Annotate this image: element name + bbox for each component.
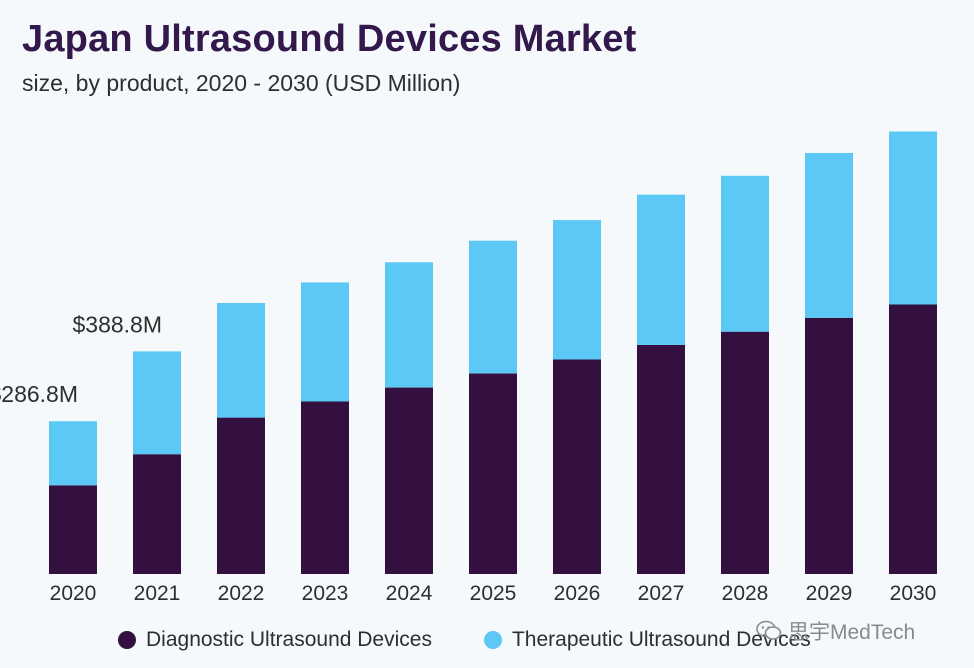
chart-subtitle: size, by product, 2020 - 2030 (USD Milli… (22, 70, 461, 96)
data-label-2020: $286.8M (0, 381, 78, 407)
bar-therapeutic-2028 (721, 175, 769, 332)
bar-diagnostic-2024 (385, 387, 433, 574)
bar-diagnostic-2028 (721, 331, 769, 574)
x-tick-label-2021: 2021 (134, 582, 181, 605)
bar-therapeutic-2020 (49, 421, 97, 486)
legend-item-therapeutic: Therapeutic Ultrasound Devices (483, 628, 811, 652)
legend-item-diagnostic: Diagnostic Ultrasound Devices (118, 628, 432, 652)
bar-therapeutic-2024 (385, 262, 433, 388)
bar-therapeutic-2029 (805, 153, 853, 318)
legend-label-diagnostic: Diagnostic Ultrasound Devices (146, 628, 432, 651)
x-tick-label-2026: 2026 (554, 582, 601, 605)
bar-diagnostic-2027 (637, 344, 685, 574)
x-tick-label-2025: 2025 (470, 582, 517, 605)
bar-diagnostic-2025 (469, 373, 517, 574)
bar-diagnostic-2021 (133, 454, 181, 574)
data-label-2021: $388.8M (72, 311, 162, 337)
bar-diagnostic-2030 (889, 304, 937, 574)
wechat-icon (756, 620, 782, 640)
bar-diagnostic-2029 (805, 317, 853, 574)
x-tick-label-2028: 2028 (722, 582, 769, 605)
legend-label-therapeutic: Therapeutic Ultrasound Devices (511, 628, 811, 651)
legend-swatch-diagnostic (118, 631, 136, 649)
bar-therapeutic-2022 (217, 303, 265, 418)
bar-diagnostic-2026 (553, 359, 601, 574)
chart-legend: Diagnostic Ultrasound Devices Therapeuti… (118, 628, 863, 652)
legend-swatch-therapeutic (483, 631, 502, 649)
chart-title: Japan Ultrasound Devices Market (22, 18, 637, 60)
x-tick-label-2024: 2024 (386, 582, 433, 605)
x-tick-label-2022: 2022 (218, 582, 265, 605)
watermark-text: 思宇MedTech (788, 621, 916, 644)
x-tick-label-2030: 2030 (890, 582, 937, 605)
stacked-bar-chart: 2020 2021 2022 2023 2024 2025 2026 2027 2028 2029… (0, 131, 937, 605)
bar-therapeutic-2021 (133, 351, 181, 455)
bar-diagnostic-2022 (217, 417, 265, 574)
watermark: 思宇MedTech (756, 616, 915, 646)
x-tick-label-2020: 2020 (50, 582, 97, 605)
bar-therapeutic-2030 (889, 131, 937, 305)
bar-therapeutic-2026 (553, 220, 601, 360)
bar-therapeutic-2027 (637, 194, 685, 345)
bar-therapeutic-2025 (469, 240, 517, 374)
x-tick-label-2029: 2029 (806, 582, 853, 605)
x-tick-label-2023: 2023 (302, 582, 349, 605)
x-tick-label-2027: 2027 (638, 582, 685, 605)
bar-diagnostic-2020 (49, 485, 97, 574)
bar-therapeutic-2023 (301, 282, 349, 402)
bar-diagnostic-2023 (301, 401, 349, 574)
